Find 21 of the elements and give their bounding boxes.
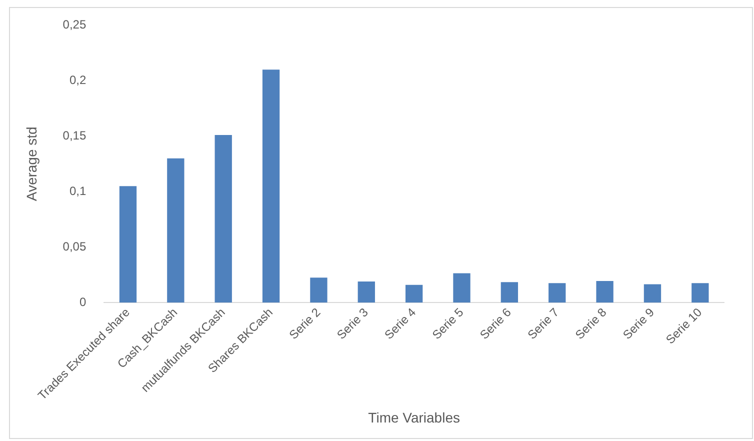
bar: [548, 283, 566, 303]
x-axis-title: Time Variables: [368, 409, 460, 426]
bar: [167, 158, 184, 303]
bar: [310, 278, 328, 303]
y-tick-label: 0,15: [62, 128, 86, 142]
bar: [405, 284, 423, 303]
bar: [358, 282, 375, 303]
bar: [214, 135, 232, 303]
bar: [644, 284, 662, 303]
bar: [119, 186, 137, 303]
y-tick-label: 0: [79, 294, 86, 309]
bar: [692, 283, 709, 303]
bar: [262, 70, 280, 303]
bar: [596, 280, 614, 303]
y-tick-label: 0,2: [69, 72, 86, 87]
y-tick-label: 0,1: [69, 184, 86, 198]
bar: [500, 282, 518, 303]
y-tick-label: 0,25: [62, 18, 86, 32]
y-tick-label: 0,05: [62, 239, 86, 254]
bar: [453, 273, 470, 303]
y-axis-title: Average std: [23, 126, 40, 202]
